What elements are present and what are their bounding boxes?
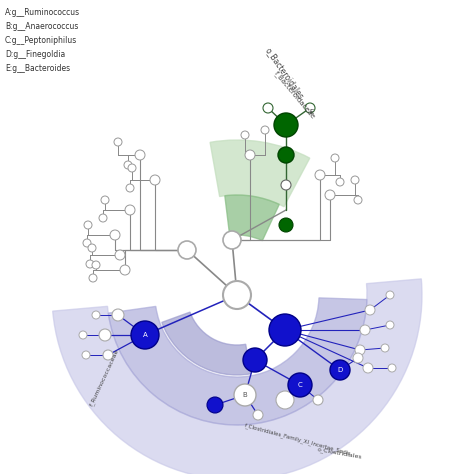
Circle shape: [305, 103, 315, 113]
Wedge shape: [162, 312, 251, 375]
Circle shape: [234, 384, 256, 406]
Circle shape: [278, 147, 294, 163]
Text: A: A: [143, 332, 147, 338]
Circle shape: [83, 239, 91, 247]
Text: B:g__Anaerococcus: B:g__Anaerococcus: [5, 22, 78, 31]
Circle shape: [112, 309, 124, 321]
Circle shape: [88, 244, 96, 252]
Wedge shape: [210, 140, 310, 207]
Circle shape: [115, 250, 125, 260]
Circle shape: [253, 410, 263, 420]
Circle shape: [276, 391, 294, 409]
Circle shape: [386, 291, 394, 299]
Text: f_Bacteroidaceae: f_Bacteroidaceae: [273, 70, 317, 120]
Circle shape: [288, 373, 312, 397]
Circle shape: [351, 176, 359, 184]
Text: D:g__Finegoldia: D:g__Finegoldia: [5, 50, 65, 59]
Circle shape: [263, 103, 273, 113]
Circle shape: [386, 321, 394, 329]
Circle shape: [84, 221, 92, 229]
Circle shape: [92, 261, 100, 269]
Circle shape: [365, 305, 375, 315]
Circle shape: [126, 184, 134, 192]
Circle shape: [135, 150, 145, 160]
Text: o_Bacteroidales: o_Bacteroidales: [264, 46, 306, 100]
Circle shape: [355, 345, 365, 355]
Circle shape: [89, 274, 97, 282]
Circle shape: [336, 178, 344, 186]
Circle shape: [261, 126, 269, 134]
Circle shape: [223, 281, 251, 309]
Circle shape: [125, 205, 135, 215]
Wedge shape: [108, 298, 367, 425]
Text: o_Clostridiales: o_Clostridiales: [317, 446, 363, 460]
Text: f_Clostridiales_Family_XI_Incertae_Sedis: f_Clostridiales_Family_XI_Incertae_Sedis: [244, 423, 352, 457]
Circle shape: [353, 353, 363, 363]
Circle shape: [223, 231, 241, 249]
Text: D: D: [337, 367, 343, 373]
Circle shape: [381, 344, 389, 352]
Text: B: B: [243, 392, 247, 398]
Circle shape: [150, 175, 160, 185]
Circle shape: [99, 214, 107, 222]
Circle shape: [103, 350, 113, 360]
Circle shape: [124, 161, 132, 169]
Circle shape: [354, 196, 362, 204]
Text: C: C: [298, 382, 302, 388]
Circle shape: [82, 351, 90, 359]
Circle shape: [388, 364, 396, 372]
Circle shape: [313, 395, 323, 405]
Circle shape: [120, 265, 130, 275]
Circle shape: [79, 331, 87, 339]
Circle shape: [360, 325, 370, 335]
Circle shape: [281, 180, 291, 190]
Circle shape: [274, 113, 298, 137]
Circle shape: [245, 150, 255, 160]
Text: f_Ruminococcaceae: f_Ruminococcaceae: [89, 348, 121, 408]
Wedge shape: [225, 195, 279, 241]
Circle shape: [207, 397, 223, 413]
Circle shape: [128, 164, 136, 172]
Circle shape: [99, 329, 111, 341]
Circle shape: [86, 260, 94, 268]
Circle shape: [131, 321, 159, 349]
Circle shape: [315, 170, 325, 180]
Text: A:g__Ruminococcus: A:g__Ruminococcus: [5, 8, 80, 17]
Circle shape: [92, 311, 100, 319]
Circle shape: [325, 190, 335, 200]
Text: C:g__Peptoniphilus: C:g__Peptoniphilus: [5, 36, 77, 45]
Wedge shape: [53, 279, 422, 474]
Circle shape: [178, 241, 196, 259]
Circle shape: [331, 154, 339, 162]
Circle shape: [363, 363, 373, 373]
Circle shape: [114, 138, 122, 146]
Circle shape: [330, 360, 350, 380]
Circle shape: [241, 131, 249, 139]
Text: E: E: [310, 109, 314, 115]
Circle shape: [110, 230, 120, 240]
Circle shape: [269, 314, 301, 346]
Circle shape: [279, 218, 293, 232]
Text: E:g__Bacteroides: E:g__Bacteroides: [5, 64, 70, 73]
Circle shape: [101, 196, 109, 204]
Circle shape: [243, 348, 267, 372]
